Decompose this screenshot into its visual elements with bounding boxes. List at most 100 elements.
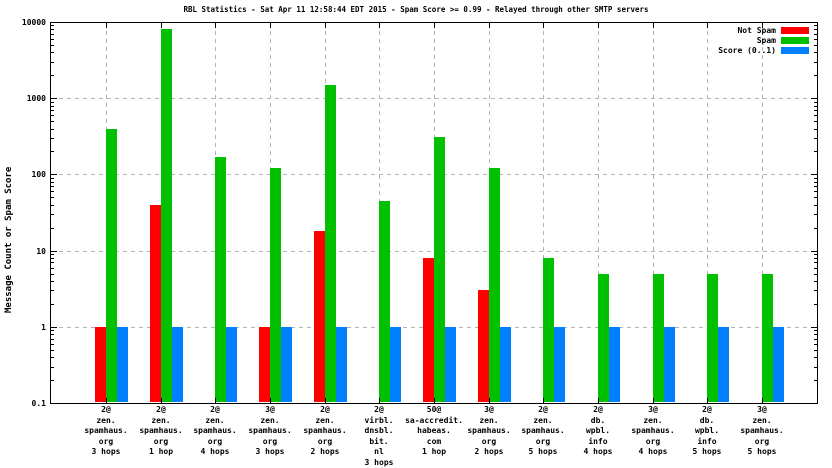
x-category-line: 3@ <box>648 405 658 414</box>
y-axis-tick <box>814 151 817 152</box>
bar-spam <box>543 258 554 402</box>
x-category-line: spamhaus. <box>740 426 784 435</box>
y-axis-tick <box>814 262 817 263</box>
x-category-line: bit. <box>369 436 389 446</box>
y-axis-tick <box>814 334 817 335</box>
x-category-line: 2@ <box>702 405 712 414</box>
y-axis-tick <box>814 330 817 331</box>
x-category-line: 4 hops <box>583 447 613 456</box>
x-axis-tick <box>598 398 599 403</box>
y-axis-tick <box>814 102 817 103</box>
y-axis-tick <box>814 75 817 76</box>
y-axis-tick <box>51 327 57 328</box>
x-category-line: 1 hop <box>148 447 174 456</box>
x-category-line: 5 hops <box>747 447 777 456</box>
x-axis-tick <box>653 23 654 28</box>
y-axis-tick <box>814 178 817 179</box>
x-axis-tick <box>215 398 216 403</box>
bar-spam <box>106 129 117 402</box>
v-gridline <box>543 23 544 402</box>
x-category-line: com <box>426 436 442 446</box>
x-category-line: info <box>588 436 608 446</box>
legend-swatch-icon <box>781 36 809 44</box>
y-axis-tick <box>814 115 817 116</box>
legend-label: Not Spam <box>737 25 776 35</box>
x-category-label: 2@ zen. spamhaus. org 3 hops <box>61 405 151 458</box>
x-category-line: zen. <box>260 415 280 425</box>
x-category-line: spamhaus. <box>303 426 347 435</box>
y-axis-tick <box>51 367 54 368</box>
x-category-line: info <box>697 436 717 446</box>
x-axis-tick <box>543 398 544 403</box>
x-category-line: spamhaus. <box>84 426 128 435</box>
y-axis-tick <box>814 39 817 40</box>
y-axis-tick <box>814 138 817 139</box>
x-category-line: 1 hop <box>421 447 447 456</box>
legend-item: Spam <box>718 35 809 45</box>
x-category-line: zen. <box>479 415 499 425</box>
x-category-line: 3@ <box>484 405 494 414</box>
y-axis-tick <box>814 228 817 229</box>
x-axis-tick <box>379 23 380 28</box>
x-category-line: org <box>317 436 333 446</box>
y-axis-tick <box>814 214 817 215</box>
y-axis-tick <box>51 115 54 116</box>
x-category-line: db. <box>590 415 606 425</box>
x-axis-tick <box>707 398 708 403</box>
x-category-line: 4 hops <box>200 447 230 456</box>
bar-score-0-1 <box>718 327 729 402</box>
bar-spam <box>707 274 718 402</box>
y-axis-tick <box>51 357 54 358</box>
x-category-label: 3@ zen. spamhaus. org 2 hops <box>444 405 534 458</box>
bar-score-0-1 <box>664 327 675 402</box>
x-axis-tick <box>434 23 435 28</box>
x-category-line: spamhaus. <box>193 426 237 435</box>
y-axis-tick <box>814 45 817 46</box>
x-axis-tick <box>106 23 107 28</box>
y-tick-label: 1 <box>41 323 46 332</box>
y-axis-tick <box>51 98 57 99</box>
x-category-line: 3 hops <box>91 447 121 456</box>
x-category-line: db. <box>699 415 715 425</box>
y-tick-label: 10 <box>36 247 46 256</box>
x-category-line: zen. <box>96 415 116 425</box>
y-axis-tick <box>51 330 54 331</box>
x-category-line: org <box>645 436 661 446</box>
x-axis-tick <box>270 23 271 28</box>
y-axis-tick <box>811 98 817 99</box>
bar-score-0-1 <box>390 327 401 402</box>
y-axis-tick <box>51 186 54 187</box>
bar-spam <box>489 168 500 402</box>
x-category-line: 4 hops <box>638 447 668 456</box>
y-axis-tick <box>51 228 54 229</box>
x-axis-tick <box>325 23 326 28</box>
x-category-line: org <box>535 436 551 446</box>
y-axis-tick <box>51 205 54 206</box>
x-axis-tick <box>215 23 216 28</box>
x-category-line: zen. <box>205 415 225 425</box>
x-category-line: zen. <box>151 415 171 425</box>
bar-spam <box>325 85 336 402</box>
y-axis-tick <box>51 268 54 269</box>
y-axis-tick <box>51 182 54 183</box>
bar-score-0-1 <box>445 327 456 402</box>
x-category-line: spamhaus. <box>521 426 565 435</box>
x-category-line: org <box>754 436 770 446</box>
y-axis-tick <box>814 191 817 192</box>
y-axis-tick <box>814 380 817 381</box>
y-axis-tick <box>51 290 54 291</box>
x-category-line: wpbl. <box>585 426 611 435</box>
y-axis-tick <box>51 197 54 198</box>
x-category-label: 2@ db. wpbl. info 5 hops <box>662 405 752 458</box>
y-axis-tick <box>814 182 817 183</box>
y-axis-tick <box>51 39 54 40</box>
legend-label: Spam <box>756 35 776 45</box>
x-axis-tick <box>325 398 326 403</box>
v-gridline <box>762 23 763 402</box>
x-category-line: zen. <box>315 415 335 425</box>
y-axis-tick <box>814 258 817 259</box>
bar-score-0-1 <box>281 327 292 402</box>
legend-item: Not Spam <box>718 25 809 35</box>
y-axis-tick <box>811 327 817 328</box>
y-axis-tick <box>51 138 54 139</box>
